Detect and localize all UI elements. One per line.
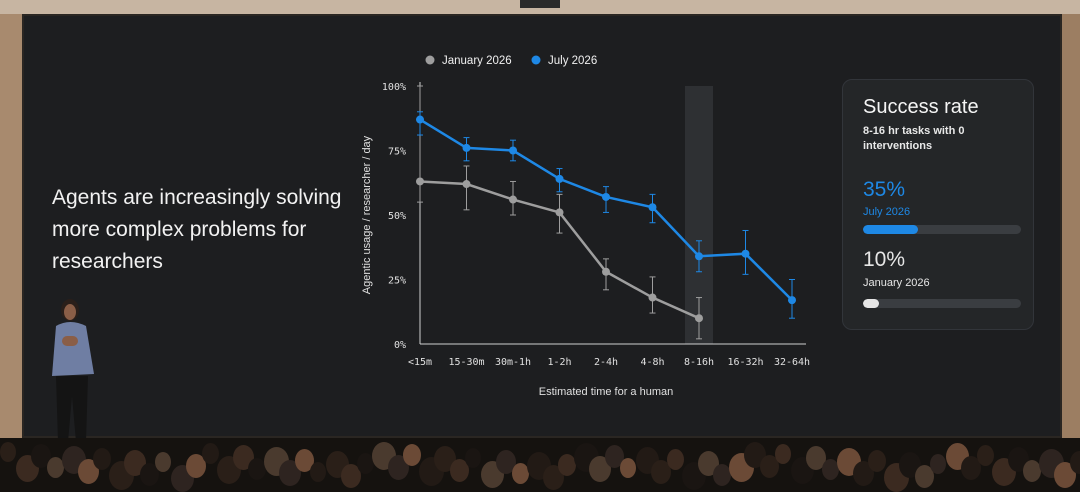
audience-head bbox=[294, 449, 314, 472]
x-tick-label: 30m-1h bbox=[495, 357, 531, 368]
data-point bbox=[462, 180, 471, 189]
audience-head bbox=[248, 458, 266, 480]
x-tick-label: 2-4h bbox=[594, 357, 618, 368]
audience-head bbox=[713, 464, 731, 486]
audience-head bbox=[604, 445, 624, 468]
audience-head bbox=[558, 454, 576, 476]
data-point bbox=[509, 146, 517, 155]
data-point bbox=[648, 293, 657, 302]
card-title: Success rate bbox=[863, 96, 979, 118]
audience-head bbox=[341, 464, 361, 488]
january-success-bar-fill bbox=[863, 299, 879, 308]
data-point bbox=[602, 192, 610, 201]
audience-head bbox=[186, 454, 206, 478]
audience bbox=[0, 438, 1080, 492]
y-axis-label: Agentic usage / researcher / day bbox=[361, 135, 373, 294]
data-point bbox=[788, 296, 796, 305]
audience-head bbox=[806, 446, 826, 470]
audience-head bbox=[31, 444, 51, 468]
slide-headline: Agents are increasingly solving more com… bbox=[52, 186, 342, 273]
legend-label: January 2026 bbox=[442, 55, 512, 67]
x-tick-label: 15-30m bbox=[448, 357, 484, 368]
audience-head bbox=[542, 465, 564, 490]
stage-wall-left bbox=[0, 14, 22, 444]
data-point bbox=[741, 249, 750, 258]
card-subtitle: 8-16 hr tasks with 0 interventions bbox=[863, 125, 965, 152]
audience-head bbox=[930, 454, 946, 474]
success-rate-card: Success rate 8-16 hr tasks with 0 interv… bbox=[842, 79, 1034, 330]
audience-head bbox=[387, 455, 409, 480]
data-point bbox=[462, 143, 471, 152]
audience-head bbox=[496, 450, 516, 474]
audience-head bbox=[1023, 460, 1041, 482]
audience-head bbox=[821, 459, 839, 480]
data-point bbox=[555, 208, 564, 217]
audience-head bbox=[868, 450, 886, 472]
audience-head bbox=[77, 459, 99, 484]
july-success-bar-fill bbox=[863, 225, 919, 234]
data-point bbox=[602, 267, 610, 276]
x-tick-label: 4-8h bbox=[640, 357, 664, 368]
data-point bbox=[416, 177, 424, 186]
audience-head bbox=[449, 459, 469, 482]
audience-head bbox=[93, 448, 111, 470]
audience-head bbox=[46, 457, 64, 478]
audience-head bbox=[759, 455, 779, 478]
audience-head bbox=[666, 449, 684, 470]
audience-head bbox=[914, 465, 934, 488]
audience-head bbox=[356, 453, 374, 474]
legend-marker bbox=[425, 55, 435, 65]
audience-head bbox=[976, 445, 994, 466]
audience-head bbox=[310, 462, 326, 482]
y-tick-label: 0% bbox=[394, 340, 406, 351]
audience-head bbox=[0, 442, 16, 462]
legend-marker bbox=[531, 55, 541, 65]
ceiling bbox=[0, 0, 1080, 14]
ceiling-fixture bbox=[520, 0, 560, 8]
legend-label: July 2026 bbox=[548, 55, 597, 67]
presenter bbox=[52, 299, 94, 442]
x-tick-label: <15m bbox=[408, 357, 432, 368]
x-tick-label: 16-32h bbox=[727, 357, 763, 368]
x-tick-label: 8-16h bbox=[684, 357, 714, 368]
x-tick-label: 1-2h bbox=[547, 357, 571, 368]
audience-head bbox=[139, 463, 159, 486]
audience-head bbox=[620, 458, 636, 478]
data-point bbox=[555, 174, 564, 183]
data-point bbox=[695, 314, 703, 323]
july-success-value: 35% bbox=[863, 178, 906, 201]
data-point bbox=[509, 195, 517, 204]
july-success-label: July 2026 bbox=[863, 206, 911, 218]
july-success-bar bbox=[863, 225, 1021, 234]
audience-head bbox=[651, 460, 671, 484]
series-july-2026 bbox=[416, 111, 796, 319]
data-point bbox=[695, 252, 703, 261]
audience-head bbox=[1069, 451, 1080, 474]
audience-head bbox=[403, 444, 421, 466]
audience-head bbox=[465, 448, 481, 468]
y-tick-label: 100% bbox=[382, 82, 406, 93]
january-success-label: January 2026 bbox=[863, 277, 930, 289]
audience-head bbox=[155, 452, 171, 472]
y-tick-label: 25% bbox=[388, 276, 406, 287]
audience-head bbox=[511, 463, 529, 484]
audience-head bbox=[775, 444, 791, 464]
january-success-value: 10% bbox=[863, 248, 906, 271]
x-axis-label: Estimated time for a human bbox=[539, 386, 674, 398]
audience-head bbox=[201, 443, 219, 464]
x-tick-label: 32-64h bbox=[774, 357, 810, 368]
y-tick-label: 75% bbox=[388, 147, 406, 158]
series-january-2026 bbox=[416, 85, 703, 340]
audience-head bbox=[961, 456, 981, 480]
data-point bbox=[416, 115, 424, 124]
audience-head bbox=[852, 461, 874, 486]
january-success-bar bbox=[863, 299, 1021, 308]
data-point bbox=[648, 203, 657, 212]
stage-wall-right bbox=[1062, 14, 1080, 444]
y-tick-label: 50% bbox=[388, 211, 406, 222]
